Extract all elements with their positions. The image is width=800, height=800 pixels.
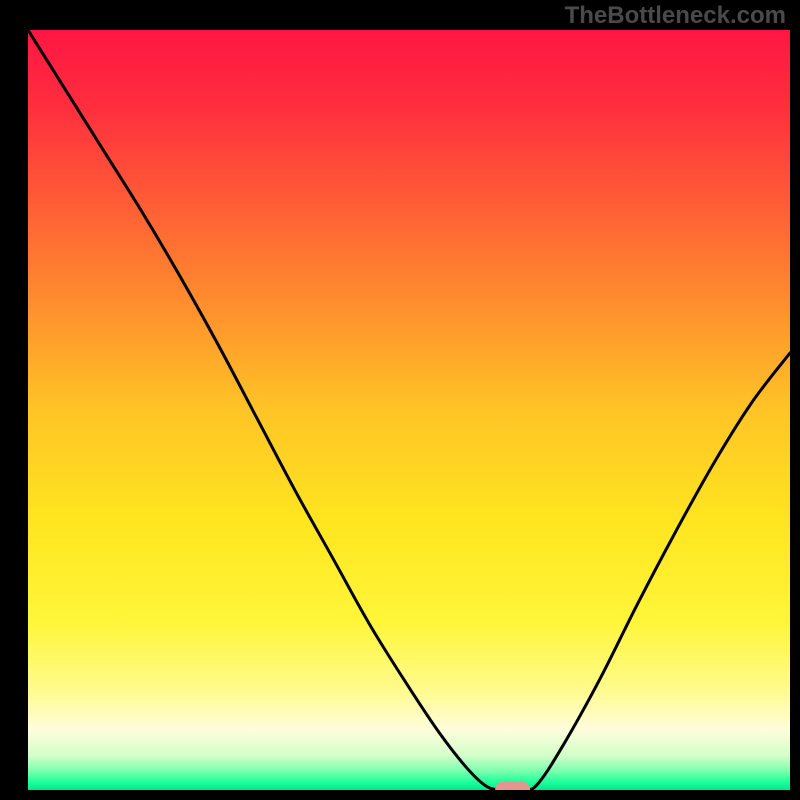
sweet-spot-marker: [495, 782, 530, 790]
plot-area: [28, 30, 790, 790]
gradient-background: [28, 30, 790, 790]
watermark-text: TheBottleneck.com: [565, 2, 786, 30]
chart-svg: [28, 30, 790, 790]
chart-frame: TheBottleneck.com: [0, 0, 800, 800]
